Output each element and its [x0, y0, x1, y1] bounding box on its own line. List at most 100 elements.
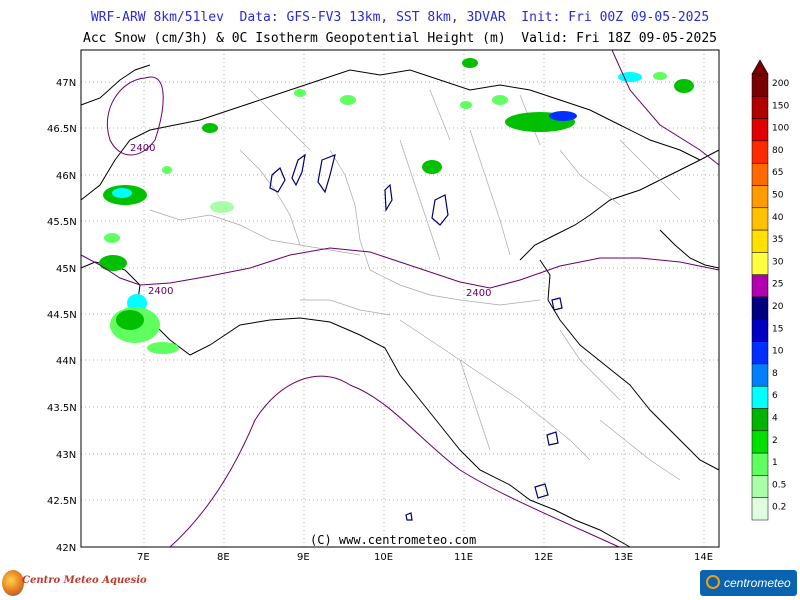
snow-patch: [202, 123, 218, 133]
colorbar-label: 50: [772, 191, 784, 201]
colorbar-swatch: [751, 475, 769, 498]
snow-patch: [653, 72, 667, 80]
lat-label: 47N: [56, 78, 76, 89]
snow-patch: [492, 95, 508, 105]
colorbar-swatch: [751, 252, 769, 275]
colorbar-label: 20: [772, 302, 784, 312]
snow-patch: [462, 58, 478, 68]
lat-label: 42.5N: [47, 496, 77, 507]
lakes: [269, 153, 563, 521]
italy-outline: [80, 64, 720, 548]
lat-label: 45.5N: [47, 217, 77, 228]
lon-label: 10E: [374, 552, 393, 563]
region-boundaries: [149, 89, 681, 481]
lon-label: 8E: [217, 552, 230, 563]
lon-label: 9E: [297, 552, 310, 563]
colorbar-top-arrow: [751, 59, 769, 75]
colorbar-label: 6: [772, 391, 778, 401]
colorbar-swatch: [751, 408, 769, 432]
lon-label: 7E: [137, 552, 150, 563]
colorbar-swatch: [751, 341, 769, 365]
lon-label: 12E: [534, 552, 553, 563]
colorbar-label: 0.5: [772, 480, 786, 490]
colorbar-label: 15: [772, 324, 783, 334]
contour-label: 2400: [130, 143, 155, 154]
centrometeo-logo: centrometeo: [700, 570, 797, 596]
colorbar-swatch: [751, 118, 769, 142]
snow-patch: [112, 188, 132, 198]
snow-patch: [549, 111, 577, 121]
contour-label: 2400: [466, 288, 491, 299]
colorbar-swatch: [751, 162, 769, 186]
lat-label: 46.5N: [47, 124, 77, 135]
logo-disc-icon: [2, 570, 24, 596]
snow-patch: [104, 233, 120, 243]
colorbar-swatch: [751, 363, 769, 387]
logo-left-text: Centro Meteo Aquesio: [22, 575, 147, 586]
colorbar-label: 40: [772, 213, 784, 223]
snow-accumulation: [99, 58, 694, 354]
lat-label: 45N: [56, 264, 76, 275]
colorbar-swatch: [751, 185, 769, 209]
centro-meteo-aquesio-logo: Centro Meteo Aquesio: [2, 570, 147, 596]
colorbar-label: 1: [772, 458, 778, 468]
colorbar-swatch: [751, 497, 769, 521]
colorbar-swatch: [751, 452, 769, 476]
snow-patch: [162, 166, 172, 174]
logo-ring-icon: [706, 575, 720, 589]
colorbar-label: 4: [772, 414, 778, 424]
colorbar-swatch: [751, 73, 769, 97]
lat-label: 46N: [56, 171, 76, 182]
colorbar-label: 2: [772, 436, 778, 446]
colorbar-swatch: [751, 319, 769, 342]
snow-patch: [460, 101, 472, 109]
snow-patch: [674, 79, 694, 93]
lat-label: 44.5N: [47, 310, 77, 321]
latitude-axis: 47N 46.5N 46N 45.5N 45N 44.5N 44N 43.5N …: [47, 78, 77, 554]
contour-label: 2400: [148, 286, 173, 297]
colorbar-label: 65: [772, 168, 783, 178]
lon-label: 14E: [694, 552, 713, 563]
colorbar-swatch: [751, 229, 769, 253]
isotherm-contours: [80, 49, 720, 548]
copyright-text: (C) www.centrometeo.com: [310, 533, 477, 547]
colorbar-swatch: [751, 296, 769, 320]
snow-patch: [422, 160, 442, 174]
map-frame-bg: [81, 50, 719, 547]
colorbar-swatch: [751, 385, 769, 409]
header-line-1: WRF-ARW 8km/51lev Data: GFS-FV3 13km, SS…: [90, 10, 710, 25]
colorbar-label: 25: [772, 280, 783, 290]
colorbar-label: 200: [772, 79, 789, 89]
snow-patch: [99, 255, 127, 271]
colorbar-swatch: [751, 207, 769, 231]
lat-label: 44N: [56, 356, 76, 367]
colorbar-swatch: [751, 430, 769, 454]
map-border: [80, 49, 720, 548]
lat-label: 42N: [56, 543, 76, 554]
snow-patch: [340, 95, 356, 105]
snow-patch: [210, 201, 234, 213]
colorbar-label: 35: [772, 235, 783, 245]
colorbar-swatch: [751, 274, 769, 298]
lon-label: 11E: [454, 552, 473, 563]
logo-right-text: centrometeo: [724, 576, 791, 590]
colorbar-label: 100: [772, 124, 789, 134]
colorbar: 200 150 100 80 65 50 40 35 30 25 20 15 10 8 6 4 2 1 0.5 0.2: [751, 59, 789, 521]
colorbar-label: 0.2: [772, 503, 786, 513]
colorbar-swatch: [751, 140, 769, 164]
colorbar-label: 30: [772, 257, 784, 267]
colorbar-swatch: [751, 96, 769, 119]
lat-label: 43N: [56, 450, 76, 461]
snow-patch: [294, 89, 306, 97]
colorbar-label: 150: [772, 101, 789, 111]
header-line-2: Acc Snow (cm/3h) & 0C Isotherm Geopotent…: [83, 31, 717, 46]
colorbar-label: 10: [772, 347, 784, 357]
lon-label: 13E: [614, 552, 633, 563]
snow-patch: [618, 72, 642, 82]
colorbar-label: 80: [772, 146, 784, 156]
lat-label: 43.5N: [47, 403, 77, 414]
longitude-axis: 7E 8E 9E 10E 11E 12E 13E 14E: [137, 552, 713, 563]
snow-patch: [147, 342, 179, 354]
colorbar-label: 8: [772, 369, 778, 379]
